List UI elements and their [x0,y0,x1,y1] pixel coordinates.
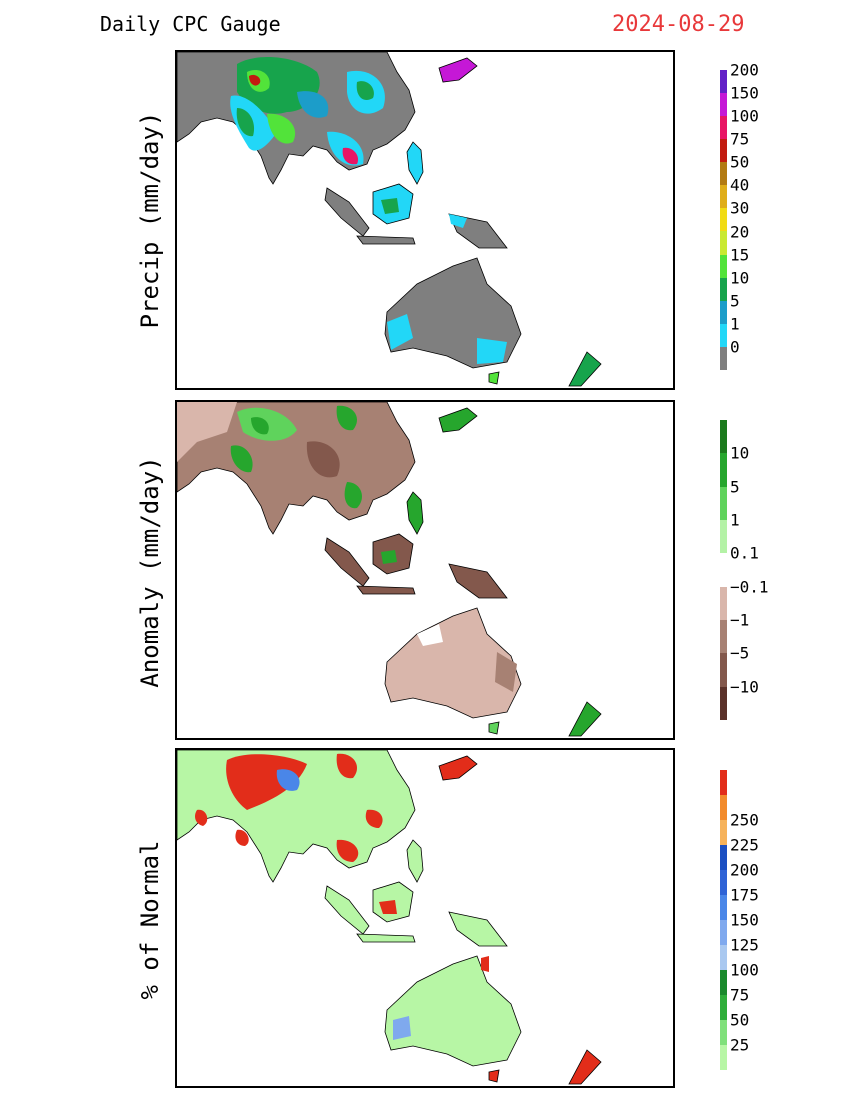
date-label: 2024-08-29 [612,12,745,37]
colorbar-segment [720,486,727,520]
colorbar-segment [720,185,727,209]
colorbar-tick-label: 15 [730,245,750,265]
precip-axis-label: Precip (mm/day) [136,111,164,329]
anomaly-axis-label: Anomaly (mm/day) [136,456,164,688]
anomaly-colorbar [720,420,727,720]
colorbar-segment [720,208,727,232]
colorbar-segment [720,920,727,945]
colorbar-segment [720,845,727,870]
colorbar-segment [720,162,727,186]
percent-colorbar [720,770,727,1070]
colorbar-segment [720,323,727,347]
anomaly-map [177,402,602,737]
colorbar-segment [720,420,727,454]
colorbar-tick-label: −5 [730,643,750,663]
colorbar-segment [720,770,727,795]
colorbar-segment [720,820,727,845]
colorbar-segment [720,300,727,324]
colorbar-tick-label: 25 [730,1035,750,1055]
colorbar-tick-label: 225 [730,835,759,855]
colorbar-segment [720,453,727,487]
colorbar-tick-label: 75 [730,985,750,1005]
percent-normal-map-panel [175,748,675,1088]
colorbar-tick-label: 200 [730,60,759,80]
colorbar-segment [720,995,727,1020]
colorbar-tick-label: 100 [730,960,759,980]
colorbar-segment [720,1045,727,1070]
colorbar-segment [720,1020,727,1045]
percent-axis-label: % of Normal [136,840,164,1000]
colorbar-segment [720,619,727,654]
colorbar-segment [720,346,727,370]
colorbar-tick-label: 0 [730,337,740,357]
colorbar-tick-label: 50 [730,152,750,172]
colorbar-segment [720,139,727,163]
colorbar-segment [720,519,727,554]
colorbar-tick-label: 125 [730,935,759,955]
colorbar-tick-label: 75 [730,129,750,149]
colorbar-tick-label: −1 [730,610,750,630]
colorbar-segment [720,686,727,720]
colorbar-tick-label: 1 [730,510,740,530]
colorbar-tick-label: 5 [730,291,740,311]
precip-colorbar [720,70,727,370]
colorbar-segment [720,93,727,117]
colorbar-tick-label: 175 [730,885,759,905]
anomaly-map-panel [175,400,675,740]
colorbar-segment [720,553,727,587]
colorbar-tick-label: 200 [730,860,759,880]
colorbar-segment [720,945,727,970]
colorbar-tick-label: 10 [730,268,750,288]
colorbar-segment [720,895,727,920]
colorbar-tick-label: 100 [730,106,759,126]
colorbar-segment [720,870,727,895]
colorbar-segment [720,231,727,255]
colorbar-tick-label: 10 [730,443,750,463]
colorbar-tick-label: 0.1 [730,543,759,563]
colorbar-tick-label: 40 [730,175,750,195]
colorbar-segment [720,70,727,94]
colorbar-tick-label: 5 [730,477,740,497]
colorbar-tick-label: 20 [730,222,750,242]
colorbar-tick-label: 150 [730,910,759,930]
colorbar-segment [720,795,727,820]
colorbar-segment [720,653,727,687]
precip-map-panel [175,50,675,390]
colorbar-segment [720,970,727,995]
colorbar-tick-label: 50 [730,1010,750,1030]
colorbar-segment [720,586,727,620]
colorbar-tick-label: −0.1 [730,577,769,597]
precip-map [177,52,602,387]
colorbar-tick-label: −10 [730,677,759,697]
colorbar-segment [720,277,727,301]
colorbar-tick-label: 1 [730,314,740,334]
colorbar-tick-label: 30 [730,198,750,218]
colorbar-tick-label: 150 [730,83,759,103]
figure-title: Daily CPC Gauge [100,12,281,36]
colorbar-segment [720,116,727,140]
colorbar-segment [720,254,727,278]
percent-normal-map [177,750,602,1085]
colorbar-tick-label: 250 [730,810,759,830]
